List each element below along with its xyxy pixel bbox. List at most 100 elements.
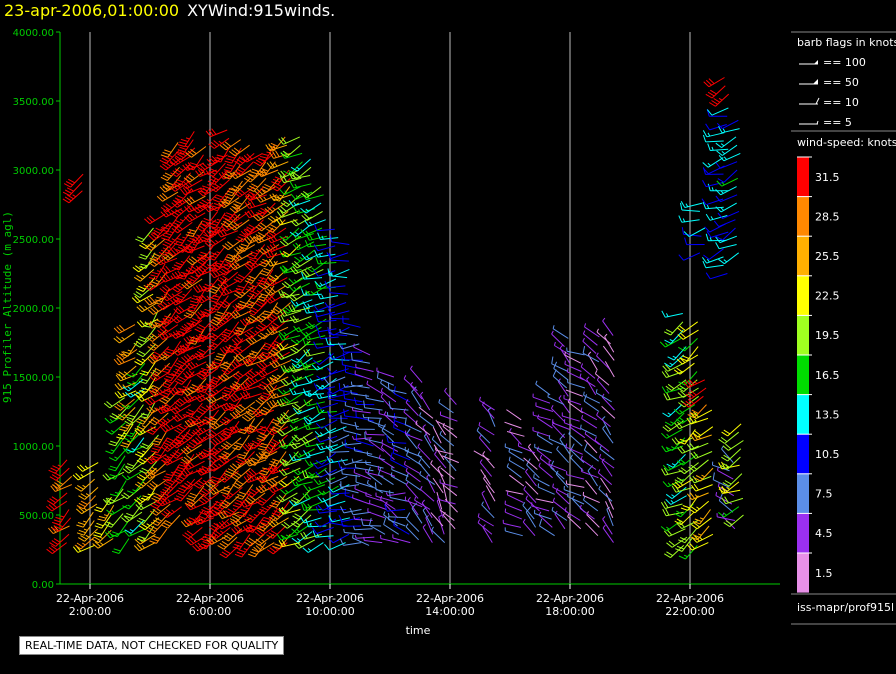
barb-full [243,476,249,483]
wind-barb [146,520,166,535]
barb-full [235,442,243,446]
barb-full [76,505,84,510]
barb-staff [328,376,346,385]
barb-staff [354,488,372,497]
barb-full [152,502,160,507]
barb-full [207,466,215,472]
wind-barb [235,227,255,243]
wind-barb [174,379,192,396]
wind-barb [136,302,158,313]
barb-staff [58,509,70,525]
wind-barb [223,155,241,173]
barb-staff [294,481,313,487]
barb-full [279,235,287,241]
barb-full [134,427,142,433]
wind-barb [381,439,399,452]
wind-barb [485,485,496,502]
barb-full [196,260,203,266]
barb-full [260,354,268,358]
barb-half [254,476,258,480]
barb-full [281,282,289,289]
wind-barb [194,310,217,320]
barb-full [305,473,313,479]
barb-full [238,549,246,553]
barb-staff [439,509,455,521]
barb-half [481,501,484,506]
barb-full [66,187,74,192]
barb-staff [483,478,495,494]
barb-full [292,346,300,352]
barb-staff [387,492,406,497]
wind-barb [213,146,231,163]
barb-full [217,512,223,519]
barb-staff [254,161,267,177]
barb-full [162,174,170,179]
barb-staff [224,263,240,276]
barb-full [176,198,183,205]
barb-full [280,293,288,299]
barb-staff [318,319,337,323]
barb-full [262,351,270,355]
barb-full [109,493,118,497]
barb-full [264,297,271,304]
barb-full [220,511,226,518]
barb-full [235,305,243,309]
barb-full [305,323,312,330]
barb-full [224,310,232,315]
wind-barb [384,504,406,512]
barb-full [293,172,300,178]
barb-full [265,259,271,267]
barb-full [272,438,279,444]
barb-full [269,274,277,280]
barb-full [190,536,197,543]
barb-full [211,332,219,338]
barb-half [305,331,309,336]
wind-barb [392,445,411,461]
wind-barb [405,472,421,491]
barb-staff [566,483,585,488]
barb-full [110,533,118,538]
barb-full [208,143,215,149]
wind-barb [302,301,325,309]
barb-full [159,268,166,275]
wind-barb [160,216,179,233]
barb-full [260,474,268,478]
barb-half [167,302,172,306]
wind-barb [280,194,301,208]
wind-barb [136,451,157,465]
wind-barb [139,376,157,393]
wind-barb [62,182,83,196]
barb-staff [526,464,540,479]
barb-full [158,355,165,361]
barb-full [120,426,128,429]
barb-staff [320,237,339,240]
barb-full [270,428,278,433]
barb-full [268,326,275,332]
barb-full [186,248,194,251]
barb-half [141,545,145,549]
barb-staff [522,521,536,537]
barb-full [106,509,113,516]
wind-barb [231,343,253,356]
barb-full [151,481,159,487]
barb-staff [422,526,433,543]
barb-half [283,444,288,447]
barb-half [380,393,384,398]
barb-half [299,256,303,260]
barb-full [244,443,251,451]
wind-barb [558,395,570,414]
barb-full [158,251,166,256]
barb-full [212,205,220,209]
barb-staff [405,470,421,483]
wind-barb [509,427,522,445]
barb-full [303,392,310,398]
barb-full [185,234,194,237]
barb-full [184,502,192,508]
barb-full [174,155,182,161]
barb-full [113,358,120,366]
barb-full [200,313,208,318]
barb-half [422,524,426,528]
barb-full [260,347,269,351]
barb-full [178,305,185,312]
barb-full [198,515,206,520]
